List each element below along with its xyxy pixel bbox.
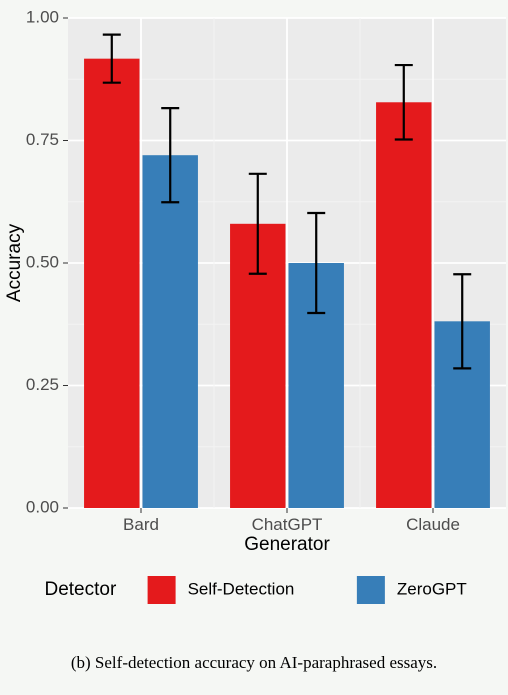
y-tick-label: 0.00 bbox=[26, 497, 59, 516]
caption: (b) Self-detection accuracy on AI-paraph… bbox=[71, 653, 437, 672]
bar-chart: 0.00 0.25 0.50 0.75 1.00 Bard ChatGPT Claude Gen… bbox=[0, 0, 508, 695]
chart-container: 0.00 0.25 0.50 0.75 1.00 Bard ChatGPT Claude Gen… bbox=[0, 0, 508, 695]
legend-key bbox=[148, 576, 176, 604]
legend-title: Detector bbox=[44, 579, 116, 600]
x-tick-label: Bard bbox=[123, 515, 159, 534]
x-axis-label: Generator bbox=[244, 534, 330, 555]
legend-key bbox=[357, 576, 385, 604]
bar bbox=[376, 102, 431, 508]
legend-label: ZeroGPT bbox=[397, 579, 467, 598]
y-tick-label: 0.25 bbox=[26, 375, 59, 394]
bar bbox=[84, 59, 139, 508]
bar bbox=[143, 155, 198, 508]
legend-label: Self-Detection bbox=[188, 579, 295, 598]
y-axis-label: Accuracy bbox=[4, 223, 25, 302]
y-tick-label: 1.00 bbox=[26, 7, 59, 26]
x-tick-label: Claude bbox=[406, 515, 460, 534]
x-tick-label: ChatGPT bbox=[252, 515, 323, 534]
y-tick-label: 0.75 bbox=[26, 130, 59, 149]
legend: Detector Self-Detection ZeroGPT bbox=[44, 576, 466, 604]
y-tick-label: 0.50 bbox=[26, 252, 59, 271]
